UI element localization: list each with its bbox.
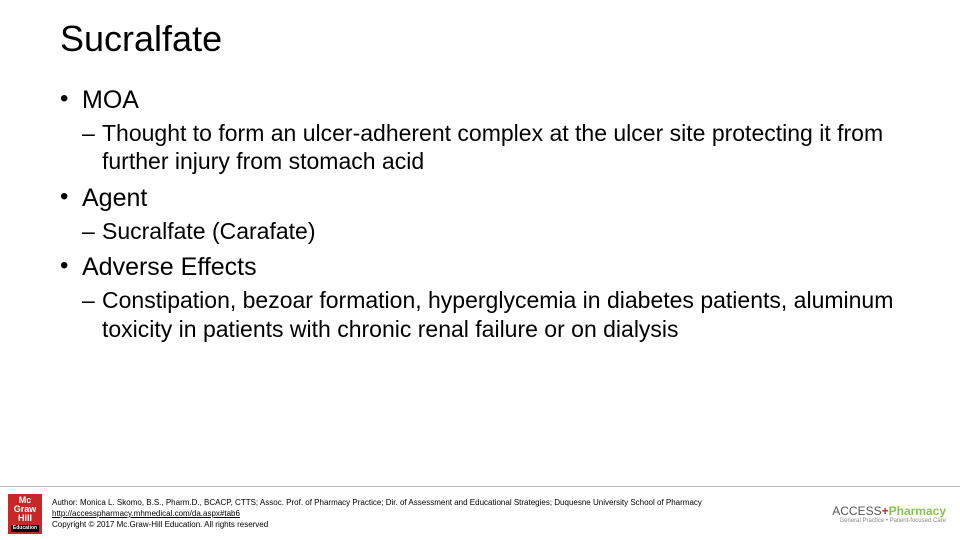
bullet-label: MOA bbox=[82, 84, 900, 117]
logo-access: ACCESS bbox=[832, 504, 881, 518]
author-line: Author: Monica L. Skomo, B.S., Pharm.D.,… bbox=[52, 497, 822, 508]
bullet-label: Adverse Effects bbox=[82, 251, 900, 284]
footer-link[interactable]: http://accesspharmacy.mhmedical.com/da.a… bbox=[52, 509, 240, 518]
plus-icon: + bbox=[882, 504, 889, 518]
footer: Mc Graw Hill Education Author: Monica L.… bbox=[0, 486, 960, 540]
logo-pharmacy: Pharmacy bbox=[889, 504, 946, 518]
sub-item: Thought to form an ulcer-adherent comple… bbox=[82, 119, 900, 177]
sub-list: Thought to form an ulcer-adherent comple… bbox=[82, 119, 900, 177]
logo-tagline: General Practice • Patient-focused Care bbox=[832, 518, 946, 524]
copyright-line: Copyright © 2017 Mc.Graw-Hill Education.… bbox=[52, 519, 822, 530]
logo-subtext: Education bbox=[11, 525, 39, 532]
slide: Sucralfate MOA Thought to form an ulcer-… bbox=[0, 0, 960, 540]
bullet-list: MOA Thought to form an ulcer-adherent co… bbox=[60, 84, 900, 343]
mcgraw-hill-logo: Mc Graw Hill Education bbox=[8, 494, 42, 534]
sub-list: Sucralfate (Carafate) bbox=[82, 217, 900, 246]
bullet-item: Adverse Effects Constipation, bezoar for… bbox=[60, 251, 900, 343]
bullet-item: Agent Sucralfate (Carafate) bbox=[60, 182, 900, 245]
sub-item: Constipation, bezoar formation, hypergly… bbox=[82, 286, 900, 344]
sub-item: Sucralfate (Carafate) bbox=[82, 217, 900, 246]
slide-title: Sucralfate bbox=[60, 18, 900, 60]
logo-text: Hill bbox=[18, 514, 32, 523]
access-pharmacy-logo: ACCESS+Pharmacy General Practice • Patie… bbox=[832, 504, 946, 524]
bullet-label: Agent bbox=[82, 182, 900, 215]
sub-list: Constipation, bezoar formation, hypergly… bbox=[82, 286, 900, 344]
bullet-item: MOA Thought to form an ulcer-adherent co… bbox=[60, 84, 900, 176]
footer-text: Author: Monica L. Skomo, B.S., Pharm.D.,… bbox=[52, 497, 822, 531]
